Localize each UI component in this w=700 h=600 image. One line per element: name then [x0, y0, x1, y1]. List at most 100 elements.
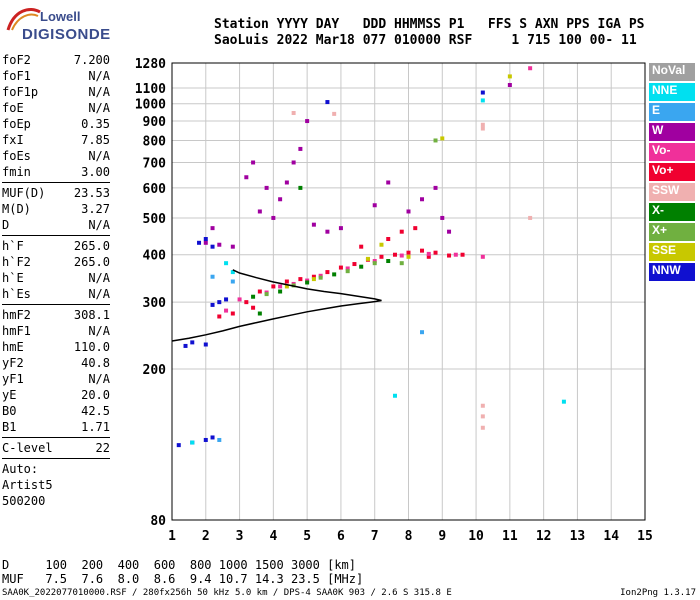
header-row2: SaoLuis 2022 Mar18 077 010000 RSF 1 715 … [214, 33, 637, 48]
autoscale-note: Artist5 [2, 478, 53, 492]
param-row: B1 1.71 [2, 419, 110, 435]
data-point [176, 443, 181, 448]
param-name: h`F [2, 239, 24, 253]
data-point [298, 277, 303, 282]
param-name: M(D) [2, 202, 31, 216]
data-point [338, 226, 343, 231]
data-point [311, 222, 316, 227]
data-point [203, 240, 208, 245]
data-point [440, 136, 445, 141]
data-point [264, 185, 269, 190]
data-point [406, 209, 411, 214]
data-point [406, 250, 411, 255]
param-row: hmF1 N/A [2, 323, 110, 339]
data-point [311, 274, 316, 279]
data-point [379, 242, 384, 247]
data-point [230, 270, 235, 275]
data-point [305, 280, 310, 285]
param-separator [2, 304, 110, 305]
data-point [561, 399, 566, 404]
data-point [244, 175, 249, 180]
autoscale-note: 500200 [2, 494, 46, 508]
data-point [392, 252, 397, 257]
param-row: foF1 N/A [2, 68, 110, 84]
muf-table-row-muf: MUF 7.5 7.6 8.0 8.6 9.4 10.7 14.3 23.5 [… [2, 572, 364, 586]
param-row: h`F 265.0 [2, 238, 110, 254]
data-point [278, 284, 283, 289]
data-point [399, 253, 404, 258]
param-name: hmF1 [2, 324, 31, 338]
param-row: B0 42.5 [2, 403, 110, 419]
param-row: h`F2 265.0 [2, 254, 110, 270]
param-row: M(D) 3.27 [2, 201, 110, 217]
data-point [433, 250, 438, 255]
logo-line1: Lowell [40, 9, 81, 24]
data-point [480, 98, 485, 103]
data-point [447, 253, 452, 258]
data-point [224, 308, 229, 313]
data-point [298, 185, 303, 190]
param-row: yF1 N/A [2, 371, 110, 387]
data-point [217, 437, 222, 442]
param-row: D N/A [2, 217, 110, 233]
param-separator [2, 182, 110, 183]
data-point [507, 74, 512, 79]
param-row: MUF(D) 23.53 [2, 185, 110, 201]
file-info: SAA0K_2022077010000.RSF / 280fx256h 50 k… [2, 588, 452, 598]
y-tick-label: 1000 [135, 98, 166, 113]
data-point [210, 244, 215, 249]
data-point [217, 314, 222, 319]
param-row: yF2 40.8 [2, 355, 110, 371]
param-row: h`Es N/A [2, 286, 110, 302]
y-tick-label: 600 [143, 182, 167, 197]
param-name: foEp [2, 117, 31, 131]
clevel-row: C-level 22 [2, 440, 110, 456]
param-row: fmin 3.00 [2, 164, 110, 180]
y-tick-label: 1100 [135, 82, 166, 97]
polarization-legend: NoVal NNE E W Vo- Vo+ SSW X- X+ SSE NNW [649, 63, 695, 283]
param-value: N/A [88, 69, 110, 83]
param-value: N/A [88, 218, 110, 232]
data-point [298, 146, 303, 151]
param-row: yE 20.0 [2, 387, 110, 403]
data-point [345, 266, 350, 271]
data-point [480, 122, 485, 127]
param-value: 23.53 [73, 186, 110, 200]
logo-mark-icon [6, 7, 41, 31]
legend-item-noval: NoVal [649, 63, 695, 81]
data-point [311, 277, 316, 282]
data-point [203, 237, 208, 242]
data-point [271, 284, 276, 289]
station-header: Station YYYY DAY DDD HHMMSS P1 FFS S AXN… [214, 17, 644, 49]
data-point [251, 305, 256, 310]
legend-item-w: W [649, 123, 695, 141]
param-row: foEs N/A [2, 148, 110, 164]
x-tick-label: 6 [337, 529, 345, 544]
param-name: B0 [2, 404, 17, 418]
data-point [325, 100, 330, 105]
data-point [386, 259, 391, 264]
param-value: 308.1 [73, 308, 110, 322]
data-point [480, 90, 485, 95]
param-name: hmF2 [2, 308, 31, 322]
digisonde-logo: Lowell DIGISONDE [4, 4, 124, 48]
data-point [399, 261, 404, 266]
param-value: 3.00 [81, 165, 110, 179]
y-tick-label: 200 [143, 363, 167, 378]
data-point [278, 289, 283, 294]
y-tick-label: 500 [143, 212, 167, 227]
param-row: fxI 7.85 [2, 132, 110, 148]
y-tick-label: 1280 [135, 57, 166, 72]
data-point [386, 180, 391, 185]
data-point [453, 252, 458, 257]
data-point [197, 240, 202, 245]
param-value: N/A [88, 85, 110, 99]
x-tick-label: 10 [468, 529, 484, 544]
data-point [392, 393, 397, 398]
data-point [230, 279, 235, 284]
param-name: foE [2, 101, 24, 115]
data-point [278, 197, 283, 202]
data-point [230, 311, 235, 316]
data-point [528, 66, 533, 71]
data-point [440, 215, 445, 220]
